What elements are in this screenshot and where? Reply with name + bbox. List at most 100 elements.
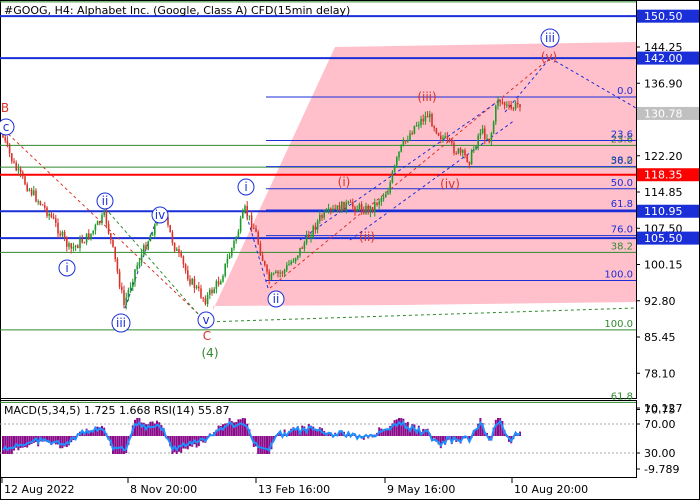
candle-body <box>398 152 400 158</box>
candle-body <box>396 157 398 165</box>
candle-body <box>471 151 473 164</box>
candle-body <box>297 256 299 259</box>
candle-body <box>209 290 211 295</box>
candle-body <box>103 211 105 215</box>
macd-histogram-bar <box>394 420 396 436</box>
candle-body <box>293 262 295 263</box>
macd-histogram-bar <box>119 436 121 454</box>
price-tick-label: 85.45 <box>644 331 676 344</box>
price-badge-label-4: 110.95 <box>644 205 683 218</box>
wave-label-13: (iii) <box>417 90 436 104</box>
candle-body <box>460 149 462 153</box>
candle-body <box>508 105 510 106</box>
indicator-title: MACD(5,34,5) 1.725 1.668 RSI(14) 55.87 <box>4 404 229 417</box>
candle-body <box>517 103 519 104</box>
candle-body <box>277 272 279 274</box>
candle-body <box>40 201 42 204</box>
price-tick-label: 92.80 <box>644 295 676 308</box>
candle-body <box>123 290 125 305</box>
candle-body <box>53 217 55 219</box>
candle-body <box>57 223 59 234</box>
candle-body <box>480 133 482 135</box>
candle-body <box>282 272 284 273</box>
candle-body <box>484 129 486 140</box>
candle-body <box>15 163 17 171</box>
candle-body <box>330 209 332 210</box>
price-badge-label-0: 150.50 <box>644 10 683 23</box>
macd-histogram-bar <box>11 436 13 454</box>
candle-body <box>321 215 323 218</box>
macd-histogram-bar <box>237 419 239 436</box>
indicator-tick-label: 10.127 <box>644 402 683 415</box>
candle-body <box>286 265 288 270</box>
candle-body <box>37 201 39 202</box>
candle-body <box>455 153 457 154</box>
macd-histogram-bar <box>398 418 400 436</box>
candle-body <box>356 209 358 211</box>
candle-body <box>394 165 396 171</box>
candle-body <box>385 194 387 197</box>
candle-body <box>242 212 244 219</box>
candle-body <box>183 257 185 265</box>
fib-blue-label-6: 100.0 <box>604 270 633 281</box>
macd-histogram-bar <box>26 436 28 448</box>
candle-body <box>497 100 499 106</box>
macd-histogram-bar <box>264 436 266 454</box>
macd-histogram-bar <box>240 419 242 436</box>
candle-body <box>354 207 356 211</box>
candle-body <box>121 287 123 290</box>
candle-body <box>407 140 409 141</box>
candle-body <box>308 235 310 238</box>
candle-body <box>147 241 149 249</box>
candle-body <box>235 237 237 241</box>
candle-body <box>334 209 336 210</box>
candle-body <box>268 272 270 280</box>
candle-body <box>519 104 521 107</box>
candle-body <box>172 232 174 243</box>
macd-histogram-bar <box>61 436 63 448</box>
candle-body <box>106 211 108 224</box>
candle-body <box>26 184 28 190</box>
candle-body <box>169 225 171 232</box>
candle-body <box>77 245 79 248</box>
candle-body <box>418 125 420 126</box>
candle-body <box>422 119 424 121</box>
candle-body <box>112 240 114 247</box>
candle-body <box>438 133 440 135</box>
candle-body <box>44 205 46 207</box>
candle-body <box>376 203 378 205</box>
candle-body <box>350 202 352 203</box>
candle-body <box>475 146 477 149</box>
candle-body <box>152 235 154 236</box>
candle-body <box>383 197 385 198</box>
candle-body <box>348 202 350 203</box>
candle-body <box>488 139 490 142</box>
wave-label-0: B <box>1 101 9 115</box>
wave-label-12: (ii) <box>359 230 375 244</box>
candle-body <box>46 208 48 216</box>
candle-body <box>9 144 11 153</box>
indicator-tick-label: 70.00 <box>644 418 676 431</box>
candle-body <box>477 135 479 146</box>
macd-histogram-bar <box>497 418 499 436</box>
candle-body <box>198 287 200 289</box>
candle-body <box>411 133 413 134</box>
macd-histogram-bar <box>244 418 246 436</box>
candle-body <box>447 136 449 139</box>
price-badge-label-2: 130.78 <box>644 107 683 120</box>
candle-body <box>260 244 262 256</box>
wave-label-3: ii <box>102 194 109 208</box>
price-badge-label-5: 105.50 <box>644 232 683 245</box>
price-tick-label: 122.20 <box>644 150 683 163</box>
candle-body <box>361 204 363 211</box>
candle-body <box>62 232 64 235</box>
candle-body <box>86 233 88 242</box>
candle-body <box>108 224 110 234</box>
candle-body <box>403 140 405 144</box>
candle-body <box>141 254 143 262</box>
candle-body <box>513 108 515 109</box>
macd-histogram-bar <box>229 418 231 436</box>
candle-body <box>420 119 422 125</box>
